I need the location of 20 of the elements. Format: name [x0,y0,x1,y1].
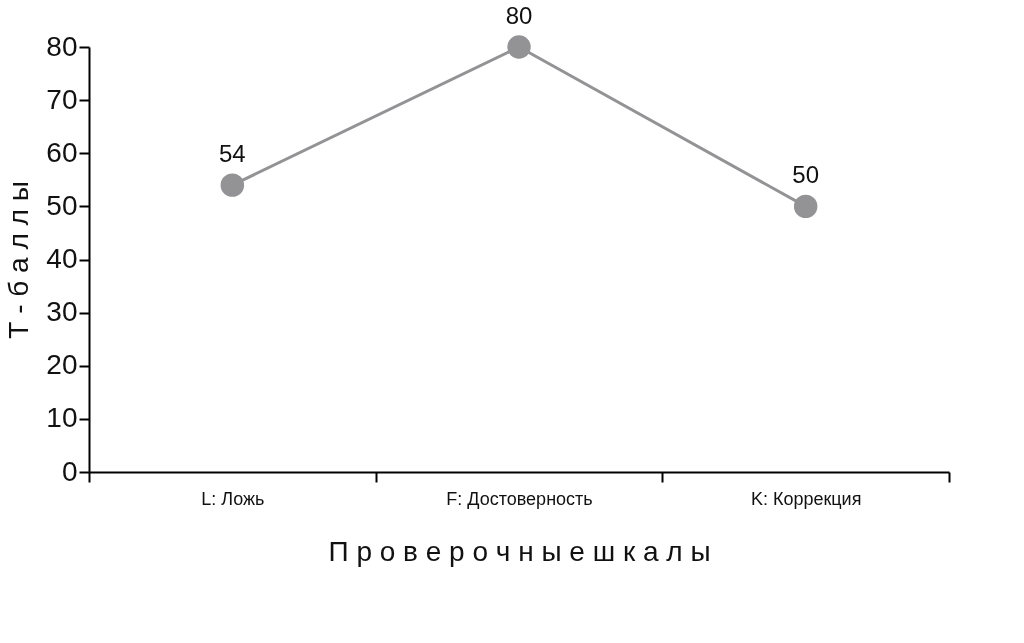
data-label: 50 [792,161,820,189]
x-tick-label: L: Ложь [201,488,265,509]
y-tick-label: 80 [46,30,78,62]
y-tick-label: 20 [46,349,78,381]
x-tick-label: F: Достоверность [446,488,593,509]
y-tick-label: 0 [61,455,78,487]
y-axis-title: Т - б а л л ы [3,181,35,339]
y-tick-label: 10 [46,402,78,434]
data-label: 80 [505,2,533,29]
point [220,173,245,197]
y-tick-label: 70 [46,83,78,115]
data-label: 54 [218,140,246,168]
y-tick-label: 30 [46,296,78,328]
y-tick-label: 40 [46,243,78,274]
y-tick-label: 50 [46,189,78,221]
x-tick-label: K: Коррекция [750,488,862,509]
x-axis-title: П р о в е р о ч н ы е ш к а л ы [328,535,711,567]
point [793,194,818,219]
y-tick-label: 60 [46,136,78,168]
point [507,35,531,59]
